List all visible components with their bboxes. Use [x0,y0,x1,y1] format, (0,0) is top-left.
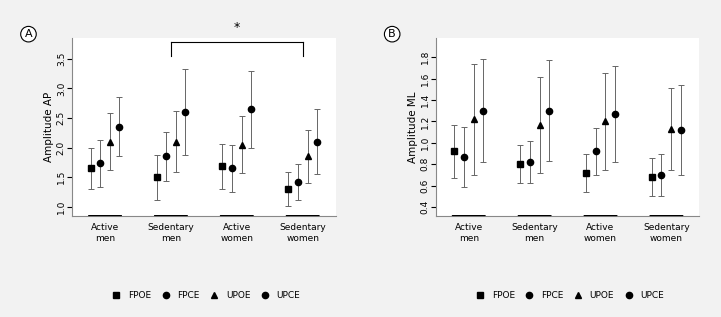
Y-axis label: Amplitude ML: Amplitude ML [408,91,417,163]
Text: A: A [25,29,32,39]
Legend: FPOE, FPCE, UPOE, UPCE: FPOE, FPCE, UPOE, UPCE [104,287,304,303]
Text: *: * [234,22,240,35]
Y-axis label: Amplitude AP: Amplitude AP [44,92,54,162]
Text: B: B [389,29,396,39]
Legend: FPOE, FPCE, UPOE, UPCE: FPOE, FPCE, UPOE, UPCE [467,287,668,303]
